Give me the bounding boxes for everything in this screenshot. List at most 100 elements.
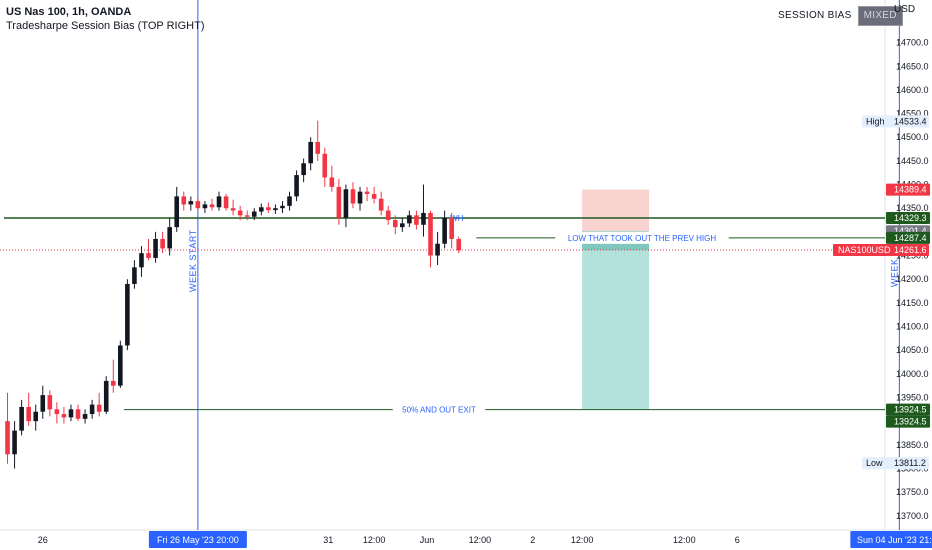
hline-label-bg-exit-50 [392,403,486,416]
candle-body [400,223,405,228]
candle-body [421,212,426,225]
session-label-group-0: WEEK START [188,229,198,292]
stop-price-label-bg [886,183,930,196]
candle-body [350,189,356,204]
candle-body [259,207,264,212]
candle-body [19,406,24,431]
candle-body [392,220,398,228]
candle-body [280,205,285,209]
price-tick-label: 14450.0 [896,156,929,166]
price-tick-label: 14650.0 [896,61,929,71]
hline-label-exit-50: 50% AND OUT EXIT [402,406,476,415]
candle-body [223,196,229,209]
candle-body [301,163,306,176]
currency-label[interactable]: USD [894,4,916,15]
candle-body [329,177,335,187]
stop-loss-zone [582,189,650,232]
candle-body [378,198,384,211]
time-tick-label: Jun [420,535,435,545]
time-tick-label: 6 [735,535,740,545]
candle-body [125,283,130,346]
exit-price-label-a-bg [886,403,930,416]
high-label-text: High [866,116,885,126]
take-profit-zone [582,231,650,410]
prev-high-price-label: 14329.3 [894,213,927,223]
price-tick-label: 14500.0 [896,132,929,142]
candle-body [449,217,454,239]
candle-body [230,208,236,211]
price-tick-label: 14200.0 [896,274,929,284]
entry-price-label: 14301.4 [894,226,927,236]
time-label-bg-0 [148,531,247,548]
candle-body [5,421,10,455]
hline-label-low-took-prev-high: LOW THAT TOOK OUT THE PREV HIGH [568,234,717,243]
candle-body [322,153,328,178]
candle-body [33,411,39,422]
time-tick-label: 31 [323,535,333,545]
price-tick-label: 14000.0 [896,369,929,379]
price-tick-label: 13700.0 [896,511,929,521]
candle-body [118,345,123,386]
session-line-label: WEEK END [889,235,899,287]
candle-body [385,210,391,221]
candle-body [160,238,165,249]
time-tick-label: 12:00 [469,535,492,545]
low-label-text: Low [866,458,883,468]
time-label-text-0: Fri 26 May '23 20:00 [157,535,239,545]
candle-body [287,196,292,206]
candle-body [273,208,278,211]
candle-body [12,430,17,455]
candle-body [343,189,349,218]
candle-body [357,191,363,204]
symbol-title[interactable]: US Nas 100, 1h, OANDA [6,6,132,18]
candle-body [195,201,201,209]
low-label-bg [862,457,929,470]
candle-body [364,191,370,195]
exit-price-label-a: 13924.5 [894,405,927,415]
session-bias-label: SESSION BIAS [778,10,852,21]
session-label-group-1: WEEK END [889,235,899,287]
candle-body [315,141,321,154]
price-tick-label: 14350.0 [896,203,929,213]
stop-price-label: 14389.4 [894,185,927,195]
candle-body [174,196,180,228]
candle-body [216,196,222,208]
price-tick-label: 14050.0 [896,345,929,355]
candle-body [40,395,46,412]
price-tick-label: 14700.0 [896,38,929,48]
time-label-text-1: Sun 04 Jun '23 21:00 [857,535,932,545]
price-tick-label: 14150.0 [896,298,929,308]
candle-body [294,175,299,197]
candle-body [181,196,187,205]
candle-body [61,414,67,418]
candle-body [414,215,419,225]
candle-body [139,253,144,268]
candle-body [47,395,53,410]
hline-label-bg-low-took-prev-high [555,231,729,244]
candle-body [96,404,102,412]
time-label-bg-1 [850,531,932,548]
low-took-price-label: 14287.4 [894,233,927,243]
session-bias-value: MIXED [857,6,903,26]
candle-body [244,215,250,217]
candle-body [202,204,208,209]
candle-body [371,194,377,199]
indicator-title[interactable]: Tradesharpe Session Bias (TOP RIGHT) [6,20,205,32]
symbol-label-bg [833,244,929,257]
hline-label-wh: WH [450,214,464,223]
candle-body [132,267,137,284]
price-tick-label: 13850.0 [896,440,929,450]
candle-body [153,238,158,258]
candle-body [54,409,60,415]
candle-body [146,253,151,258]
price-tick-label: 13750.0 [896,487,929,497]
price-tick-label: 14600.0 [896,85,929,95]
candle-body [435,243,440,256]
candle-body [26,406,31,422]
candle-body [308,141,313,164]
time-tick-label: 12:00 [673,535,696,545]
session-line-label: WEEK START [188,229,198,292]
low-label-value: 13811.2 [894,458,926,468]
candle-body [209,204,215,208]
